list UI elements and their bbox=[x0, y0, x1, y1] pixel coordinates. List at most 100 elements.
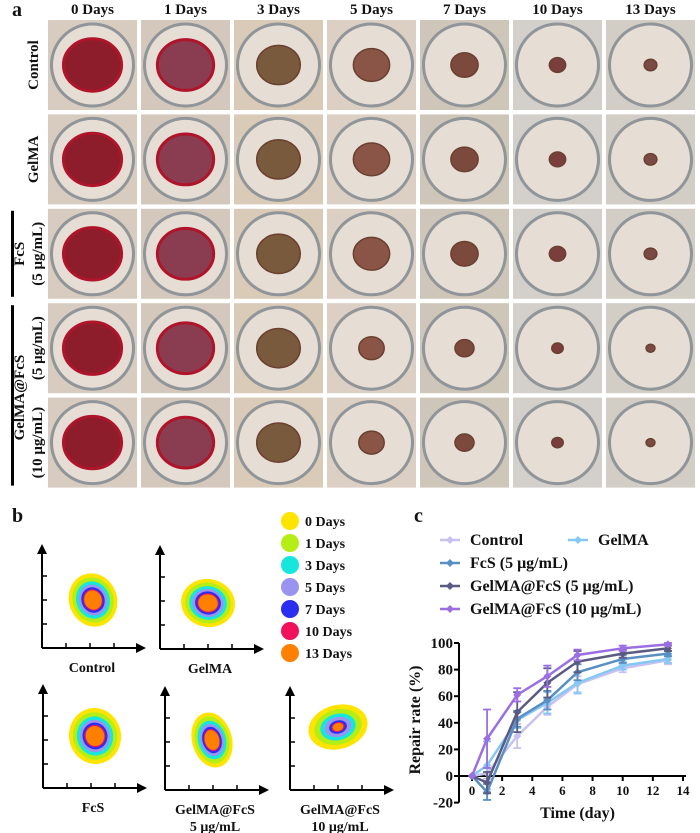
wound-photo bbox=[48, 303, 137, 394]
row-label: (5 μg/mL) bbox=[30, 316, 46, 380]
wound-photo bbox=[48, 397, 137, 488]
row-label: FcS bbox=[12, 242, 28, 266]
wound-area bbox=[61, 37, 124, 93]
wound-contour bbox=[198, 594, 218, 612]
row-label: Control bbox=[26, 40, 42, 90]
x-axis-arrow-icon bbox=[259, 785, 269, 795]
wound-area bbox=[255, 422, 302, 464]
legend-label: 0 Days bbox=[305, 515, 346, 530]
plot-label: GelMA@FcS bbox=[175, 803, 255, 818]
wound-area bbox=[358, 335, 385, 361]
x-tick-label: 8 bbox=[589, 783, 596, 798]
wound-photo bbox=[327, 114, 416, 205]
wound-area bbox=[61, 414, 124, 471]
wound-area bbox=[548, 151, 567, 168]
x-axis-arrow-icon bbox=[136, 643, 146, 653]
x-axis-arrow-icon bbox=[137, 783, 147, 793]
wound-area bbox=[548, 245, 567, 262]
wound-area bbox=[358, 430, 385, 455]
wound-photo bbox=[48, 208, 137, 299]
y-tick-label: 40 bbox=[438, 716, 453, 732]
wound-contour bbox=[84, 590, 102, 610]
legend-label: 3 Days bbox=[305, 559, 346, 574]
trace-plot: GelMA bbox=[155, 545, 264, 677]
legend-swatch bbox=[281, 556, 299, 574]
wound-photo bbox=[234, 208, 323, 299]
series-line bbox=[471, 652, 669, 795]
data-point bbox=[513, 732, 522, 741]
wound-photo bbox=[420, 303, 509, 394]
data-point bbox=[663, 640, 672, 649]
legend-label: Control bbox=[470, 532, 524, 549]
legend-swatch bbox=[281, 512, 299, 530]
wound-area bbox=[255, 138, 302, 180]
trace-plot: FcS bbox=[38, 684, 147, 816]
wound-photo bbox=[327, 208, 416, 299]
y-axis-arrow-icon bbox=[160, 686, 170, 696]
x-tick-label: 6 bbox=[559, 783, 566, 798]
wound-area bbox=[61, 320, 124, 376]
wound-photo bbox=[141, 397, 230, 488]
y-tick-label: 20 bbox=[438, 742, 453, 758]
column-header: 1 Days bbox=[164, 2, 207, 18]
wound-area bbox=[454, 338, 475, 358]
data-point bbox=[483, 778, 492, 787]
wound-area bbox=[61, 131, 124, 188]
wound-photo bbox=[327, 397, 416, 488]
wound-area bbox=[255, 233, 302, 275]
y-tick-label: 0 bbox=[446, 769, 454, 785]
data-point bbox=[618, 644, 627, 653]
series bbox=[468, 644, 672, 795]
wound-contour bbox=[204, 730, 220, 750]
legend-marker bbox=[446, 559, 454, 567]
legend-swatch bbox=[281, 622, 299, 640]
column-header: 3 Days bbox=[257, 2, 300, 18]
wound-photo bbox=[141, 114, 230, 205]
x-tick-label: 2 bbox=[499, 783, 506, 798]
wound-area bbox=[352, 236, 391, 271]
wound-area bbox=[352, 47, 391, 83]
legend-label: GelMA@FcS (10 μg/mL) bbox=[470, 601, 641, 618]
wound-area bbox=[551, 436, 564, 449]
column-header: 7 Days bbox=[443, 2, 486, 18]
x-tick-label: 12 bbox=[646, 783, 659, 798]
wound-photo bbox=[606, 20, 695, 110]
panel-a-wound-photos: a 0 Days 1 Days 3 Days 5 Days 7 Days 10 Days 1… bbox=[11, 0, 695, 488]
legend-swatch bbox=[281, 644, 299, 662]
wound-area bbox=[61, 226, 124, 282]
x-tick-label: 4 bbox=[529, 783, 536, 798]
data-point bbox=[573, 650, 582, 659]
column-header: 13 Days bbox=[625, 2, 676, 18]
panel-c-label: c bbox=[414, 505, 423, 527]
y-axis-arrow-icon bbox=[37, 544, 47, 554]
y-tick-label: -20 bbox=[433, 796, 453, 812]
wound-area bbox=[450, 146, 479, 173]
wound-photo bbox=[606, 303, 695, 394]
x-axis-arrow-icon bbox=[384, 785, 394, 795]
wound-area bbox=[450, 240, 479, 267]
group-bracket bbox=[11, 210, 14, 297]
wound-photo bbox=[234, 303, 323, 394]
plot-sublabel: 10 μg/mL bbox=[311, 820, 368, 833]
data-point bbox=[483, 734, 492, 743]
series bbox=[468, 640, 672, 780]
wound-photo bbox=[141, 303, 230, 394]
legend-marker bbox=[446, 605, 454, 613]
plot-label: GelMA@FcS bbox=[300, 803, 380, 818]
panel-a-label: a bbox=[12, 0, 22, 21]
trace-plot: Control bbox=[37, 544, 146, 676]
wound-area bbox=[548, 56, 567, 74]
y-axis-arrow-icon bbox=[38, 684, 48, 694]
wound-area bbox=[155, 132, 216, 187]
wound-area bbox=[255, 44, 302, 86]
legend-label: FcS (5 μg/mL) bbox=[470, 555, 568, 572]
y-axis-label: Repair rate (%) bbox=[407, 666, 424, 775]
wound-photo bbox=[234, 114, 323, 205]
x-tick-label: 0 bbox=[469, 783, 476, 798]
data-point bbox=[513, 690, 522, 699]
data-point bbox=[543, 672, 552, 681]
legend-label: 13 Days bbox=[305, 647, 353, 662]
column-header: 5 Days bbox=[350, 2, 393, 18]
wound-area bbox=[155, 321, 216, 376]
